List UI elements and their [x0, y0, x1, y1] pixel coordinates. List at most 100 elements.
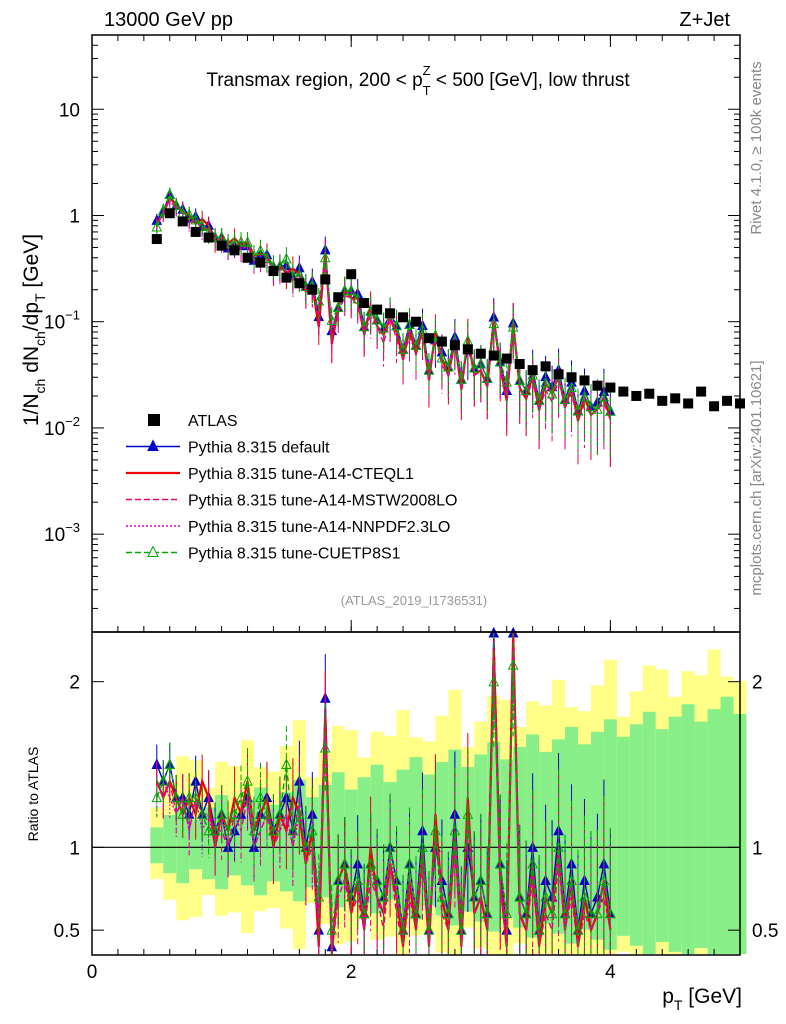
ratio-panel-frame [91, 631, 741, 956]
ratio-marker [261, 808, 273, 819]
y-axis-label: 1/Nch dNch/dpT [GeV] [20, 234, 48, 426]
data-point [398, 312, 409, 323]
main-series-layer [151, 187, 745, 468]
legend-marker [147, 439, 159, 451]
data-point [190, 226, 201, 237]
series-marker [170, 199, 182, 210]
series-marker [358, 320, 370, 332]
series-marker [281, 252, 292, 264]
ratio-band-inner [189, 819, 203, 870]
ratio-marker [358, 907, 370, 919]
ratio-marker [384, 841, 396, 852]
data-point [618, 386, 629, 397]
ratio-marker [501, 907, 513, 919]
y-axis-label-part: [GeV] [20, 234, 43, 294]
ratio-line [156, 648, 612, 947]
ratio-marker [157, 774, 169, 786]
data-point [307, 284, 318, 295]
x-tick-label: 0 [87, 962, 98, 983]
data-point [683, 398, 694, 409]
ratio-marker [170, 791, 182, 803]
ratio-marker [546, 907, 558, 919]
ratio-marker [345, 890, 357, 902]
series-marker [579, 390, 590, 402]
y-tick-label: 1 [69, 206, 80, 227]
ratio-tick-label: 1 [69, 838, 80, 859]
title-sub: T [423, 83, 431, 98]
series-marker [391, 319, 402, 331]
y-axis-label-part: ch [32, 379, 48, 394]
ratio-marker [248, 824, 260, 836]
header-left: 13000 GeV pp [104, 9, 233, 31]
legend-label: Pythia 8.315 tune-A14-MSTW2008LO [188, 493, 457, 510]
ratio-series-4 [151, 633, 616, 954]
x-axis-label-unit: [GeV] [682, 985, 742, 1008]
ratio-tick-label-right: 1 [752, 838, 763, 859]
data-point [644, 388, 655, 399]
ratio-marker [605, 907, 616, 919]
data-point [372, 304, 383, 315]
ratio-marker [430, 824, 441, 836]
series-marker [319, 251, 331, 263]
series-marker [566, 381, 577, 393]
title-pre: Transmax region, 200 < p [206, 70, 422, 91]
ratio-marker [371, 874, 383, 885]
series-marker [546, 387, 558, 399]
ratio-marker [164, 758, 176, 770]
title-post: < 500 [GeV], low thrust [431, 70, 631, 91]
ratio-marker [274, 808, 286, 819]
ratio-marker [255, 791, 266, 803]
ratio-band-inner [150, 827, 164, 864]
ratio-marker [287, 824, 299, 836]
ratio-marker [475, 874, 487, 885]
ratio-marker [196, 808, 208, 819]
series-marker [164, 188, 176, 200]
ratio-band-inner [681, 704, 695, 954]
ratio-marker [579, 890, 590, 902]
ratio-tick-label-right: 2 [752, 673, 763, 694]
ratio-band-inner [396, 769, 410, 910]
data-point [605, 382, 616, 393]
data-point [411, 316, 421, 327]
series-marker [410, 339, 422, 350]
series-line [156, 192, 612, 413]
y-tick-label: 10−1 [44, 308, 80, 334]
ratio-band-inner [629, 724, 643, 946]
x-axis-label-main: p [662, 985, 674, 1008]
ratio-marker [592, 907, 603, 919]
ratio-band-inner [176, 802, 190, 884]
legend-label: Pythia 8.315 tune-A14-NNPDF2.3LO [188, 519, 450, 536]
ratio-marker [339, 857, 351, 869]
data-point [501, 353, 512, 364]
legend-entry: Pythia 8.315 tune-A14-CTEQL1 [126, 466, 414, 483]
legend-marker [148, 414, 160, 426]
data-point [579, 375, 590, 386]
data-point [670, 393, 681, 404]
series-marker [443, 360, 454, 372]
legend-entry: Pythia 8.315 default [126, 439, 330, 457]
y-axis-label-part: 1/N [20, 393, 43, 426]
series-marker [332, 301, 344, 313]
legend-entry: Pythia 8.315 tune-CUETP8S1 [126, 545, 401, 563]
ratio-band-inner [357, 777, 371, 904]
series-marker [274, 259, 286, 271]
ratio-marker [572, 924, 584, 935]
ratio-marker [216, 808, 227, 819]
series-marker [481, 372, 493, 383]
ratio-band-inner [720, 696, 734, 954]
ratio-marker [222, 824, 234, 836]
series-marker [378, 321, 389, 333]
ratio-marker [514, 890, 525, 902]
series-marker [540, 376, 551, 388]
ratio-marker [443, 907, 454, 919]
data-point [436, 336, 447, 347]
series-marker [572, 404, 584, 416]
data-point [164, 208, 175, 219]
ratio-band-inner [616, 736, 630, 936]
series-marker [598, 390, 610, 402]
x-tick-label: 2 [346, 962, 357, 983]
series-marker [151, 220, 163, 232]
ratio-marker [540, 890, 551, 902]
data-point [229, 245, 240, 256]
x-axis-label: pT [GeV] [662, 985, 742, 1013]
